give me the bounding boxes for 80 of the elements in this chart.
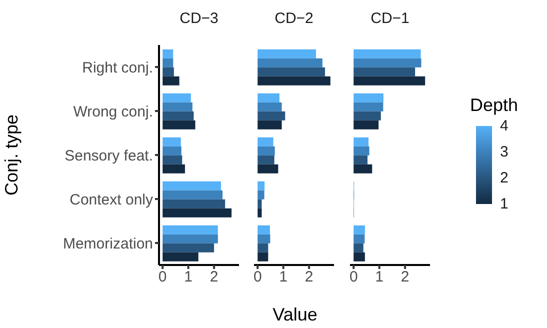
chart-title: CD−3 xyxy=(178,10,220,27)
bar xyxy=(162,67,174,76)
bar xyxy=(258,120,282,130)
bar xyxy=(162,164,185,174)
bar xyxy=(258,102,282,112)
bar xyxy=(162,146,182,156)
bar xyxy=(354,155,368,164)
y-tick-label: Wrong conj. xyxy=(73,103,153,120)
bar xyxy=(162,76,180,86)
bar xyxy=(354,234,365,244)
bar xyxy=(354,102,384,112)
y-tick-label: Sensory feat. xyxy=(64,147,153,164)
chart-title: CD−1 xyxy=(370,10,410,27)
bar xyxy=(258,49,316,58)
x-tick-label: 0 xyxy=(253,268,262,286)
bar xyxy=(162,181,221,190)
bar xyxy=(258,225,270,234)
bar xyxy=(162,252,198,262)
bar xyxy=(354,49,421,58)
bar xyxy=(162,102,192,112)
bar xyxy=(354,137,369,146)
bar xyxy=(258,76,330,86)
bar xyxy=(258,243,268,252)
bar xyxy=(258,155,274,164)
bar xyxy=(258,234,270,244)
bar xyxy=(162,199,226,208)
bar xyxy=(162,49,174,58)
bar xyxy=(258,67,325,76)
x-axis-title: Value xyxy=(272,304,318,326)
x-tick-label: 0 xyxy=(158,268,167,286)
x-tick-label: 2 xyxy=(400,268,410,286)
x-tick-label: 0 xyxy=(349,268,358,286)
bar xyxy=(354,58,422,68)
bar xyxy=(354,120,379,130)
bar xyxy=(354,164,372,174)
bar xyxy=(258,146,275,156)
color-bar-label: 1 xyxy=(500,196,508,212)
bar xyxy=(258,208,262,218)
x-tick-label: 1 xyxy=(184,268,192,286)
bar xyxy=(162,208,232,218)
bar xyxy=(258,137,274,146)
bar xyxy=(162,190,223,200)
y-tick-label: Context only xyxy=(70,191,154,208)
bar xyxy=(354,67,416,76)
bar xyxy=(162,234,218,244)
bar xyxy=(354,76,426,86)
bar xyxy=(162,111,194,120)
y-tick-label: Right conj. xyxy=(82,59,153,76)
bar xyxy=(162,120,196,130)
bar xyxy=(162,58,174,68)
bar xyxy=(354,111,381,120)
bar xyxy=(162,225,218,234)
bar xyxy=(258,199,262,208)
bar xyxy=(258,93,280,102)
bar xyxy=(258,58,322,68)
bar xyxy=(354,243,364,252)
color-bar-title: Depth xyxy=(470,95,520,116)
color-bar-label: 2 xyxy=(500,170,508,186)
color-bar-label: 4 xyxy=(500,118,508,134)
chart-title: CD−2 xyxy=(274,10,314,27)
bar xyxy=(162,155,182,164)
bar xyxy=(354,252,365,262)
bar xyxy=(162,137,181,146)
y-axis-title: Conj. type xyxy=(2,114,22,196)
bar xyxy=(258,111,286,120)
bar xyxy=(258,190,264,200)
y-tick-label: Memorization xyxy=(62,235,153,252)
color-bar-label: 3 xyxy=(500,144,508,160)
bar xyxy=(258,164,278,174)
bar xyxy=(258,252,268,262)
x-tick-label: 1 xyxy=(279,268,288,286)
bar xyxy=(162,243,214,252)
x-tick-label: 1 xyxy=(375,268,384,286)
x-tick-label: 2 xyxy=(304,268,314,286)
bar xyxy=(354,225,365,234)
bar xyxy=(162,93,191,102)
bar xyxy=(258,181,265,190)
bar xyxy=(354,146,370,156)
bar xyxy=(354,93,384,102)
x-tick-label: 2 xyxy=(210,268,218,286)
